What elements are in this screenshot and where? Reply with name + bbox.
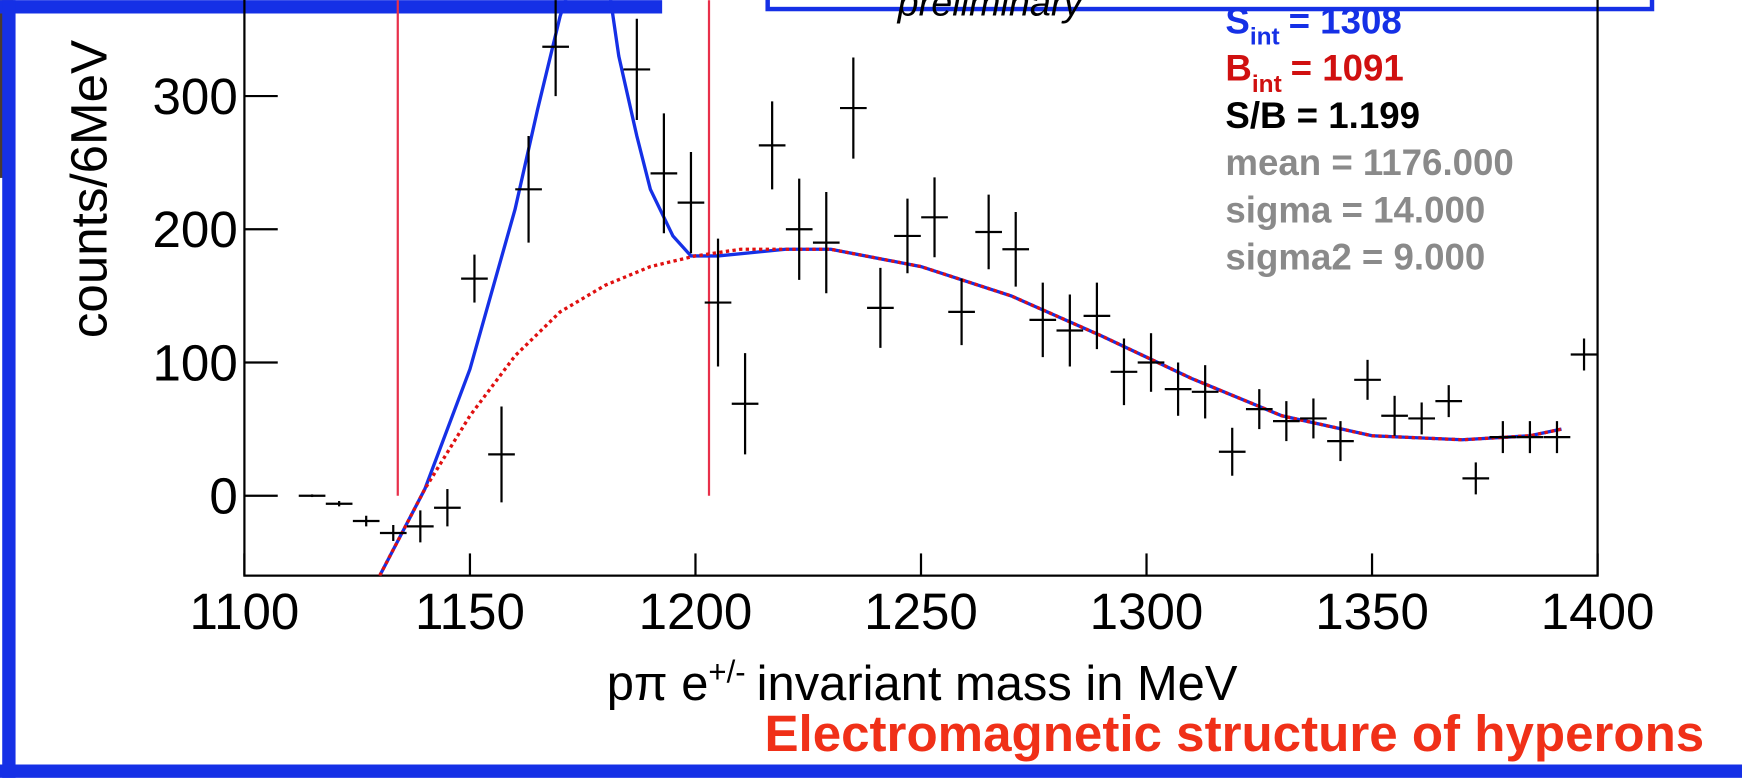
frame-left — [2, 0, 16, 778]
y-axis-label: counts/6MeV — [61, 40, 118, 338]
stats-box: Sint = 1308 Bint = 1091 S/B = 1.199 mean = 11… — [1225, 0, 1513, 277]
stats-sub: int — [1252, 71, 1282, 98]
y-tick-label: 300 — [152, 68, 237, 125]
stats-text: sigma2 = 9.000 — [1225, 237, 1485, 278]
stats-line: mean = 1176.000 — [1225, 142, 1513, 183]
stats-line: sigma2 = 9.000 — [1225, 237, 1485, 278]
stats-text: S/B = 1.199 — [1225, 95, 1420, 136]
stats-text: mean = 1176.000 — [1225, 142, 1513, 183]
stats-rest: = 1308 — [1289, 0, 1402, 41]
x-tick-label: 1300 — [1090, 583, 1204, 640]
axes: 1100 1150 1200 1250 1300 1350 1400 0 100 200 300 — [152, 68, 1654, 640]
stats-rest: = 1091 — [1291, 48, 1404, 89]
x-label-text: pπ e — [607, 657, 709, 711]
annotation: preliminary — [897, 0, 1085, 25]
x-label-rest: invariant mass in MeV — [757, 657, 1238, 711]
frame-bottom — [0, 764, 1742, 778]
y-tick-label: 0 — [209, 467, 237, 524]
x-tick-label: 1150 — [415, 583, 525, 640]
fit-background-line — [378, 247, 1562, 576]
x-axis-label: pπ e+/- invariant mass in MeV — [607, 654, 1238, 711]
x-tick-label: 1200 — [639, 583, 753, 640]
top-left-banner — [0, 0, 663, 14]
top-box — [765, 0, 1655, 12]
stats-line: Bint = 1091 — [1225, 48, 1403, 98]
stats-text: sigma = 14.000 — [1225, 189, 1485, 230]
stats-text: B — [1225, 48, 1251, 89]
x-label-sup: +/- — [708, 654, 745, 689]
x-tick-label: 1250 — [864, 583, 978, 640]
x-tick-label: 1350 — [1315, 583, 1429, 640]
plot-area — [298, 0, 1598, 576]
stats-sub: int — [1250, 24, 1280, 51]
footer-title: Electromagnetic structure of hyperons — [764, 705, 1704, 762]
stats-line: sigma = 14.000 — [1225, 189, 1485, 230]
stats-line: S/B = 1.199 — [1225, 95, 1420, 136]
y-tick-label: 200 — [152, 201, 237, 258]
stats-text: S — [1225, 0, 1249, 41]
x-tick-label: 1100 — [189, 583, 299, 640]
y-tick-label: 100 — [152, 334, 237, 391]
stats-line: Sint = 1308 — [1225, 0, 1401, 50]
x-tick-label: 1400 — [1541, 583, 1655, 640]
